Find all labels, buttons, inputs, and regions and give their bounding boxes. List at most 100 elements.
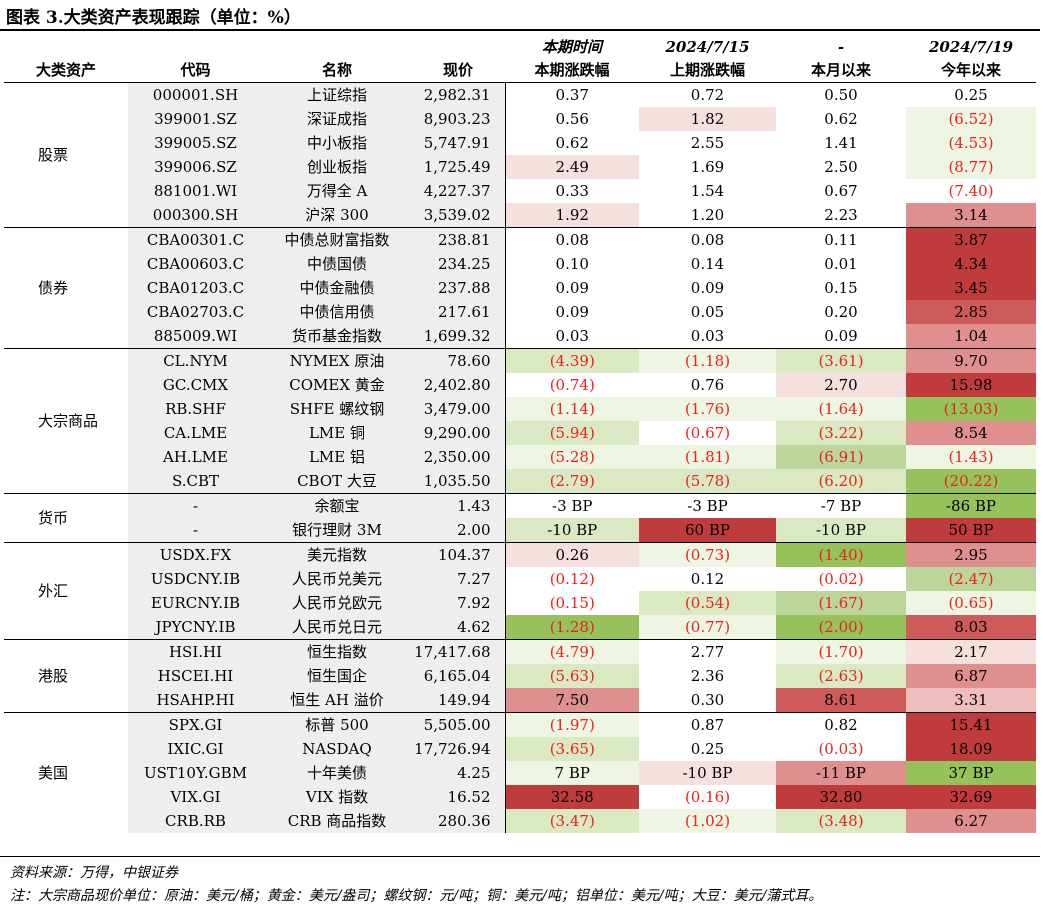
ticker-code: AH.LME — [128, 445, 263, 469]
bottom-rule — [0, 856, 1040, 857]
previous-change: (5.78) — [639, 469, 776, 494]
table-row: AH.LME LME 铝 2,350.00 (5.28) (1.81) (6.91) (1.… — [4, 445, 1036, 469]
header-previous-date: 2024/7/15 — [665, 38, 750, 56]
current-change: 0.08 — [505, 227, 639, 252]
table-row: 大宗商品 CL.NYM NYMEX 原油 78.60 (4.39) (1.18) (3.61… — [4, 348, 1036, 494]
header-month-dash: - — [837, 38, 845, 56]
ticker-code: SPX.GI — [128, 712, 263, 737]
asset-name: 人民币兑美元 — [263, 567, 411, 591]
table-row: RB.SHF SHFE 螺纹钢 3,479.00 (1.14) (1.76) (1.64)… — [4, 397, 1036, 421]
asset-name: COMEX 黄金 — [263, 373, 411, 397]
header-year-to-date: 今年以来 — [906, 59, 1036, 83]
table-row: HSAHP.HI 恒生 AH 溢价 149.94 7.50 0.30 8.61 3.31 — [4, 688, 1036, 713]
header-top-cell — [128, 36, 263, 59]
table-row: GC.CMX COMEX 黄金 2,402.80 (0.74) 0.76 2.70 15.9… — [4, 373, 1036, 397]
month-to-date: 2.70 — [776, 373, 906, 397]
ticker-code: 399005.SZ — [128, 131, 263, 155]
month-to-date: 0.20 — [776, 300, 906, 324]
asset-name: 标普 500 — [263, 712, 411, 737]
asset-name: 货币基金指数 — [263, 324, 411, 349]
ticker-code: 399001.SZ — [128, 107, 263, 131]
month-to-date: 32.80 — [776, 785, 906, 809]
current-change: (5.28) — [505, 445, 639, 469]
table-row: 399006.SZ 创业板指 1,725.49 2.49 1.69 2.50 (8.77) — [4, 155, 1036, 179]
current-change: 0.37 — [505, 82, 639, 107]
ticker-code: CA.LME — [128, 421, 263, 445]
asset-name: 银行理财 3M — [263, 518, 411, 543]
table-row: 美国 SPX.GI 标普 500 5,505.00 (1.97) 0.87 0.82 15.4… — [4, 712, 1036, 833]
year-to-date: (7.40) — [906, 179, 1036, 203]
header-row-top: 本期时间 2024/7/15 - 2024/7/19 — [4, 36, 1036, 59]
month-to-date: (6.20) — [776, 469, 906, 494]
previous-change: (0.16) — [639, 785, 776, 809]
month-to-date: 8.61 — [776, 688, 906, 713]
asset-name: 上证综指 — [263, 82, 411, 107]
asset-name: 人民币兑日元 — [263, 615, 411, 640]
ticker-code: USDX.FX — [128, 542, 263, 567]
month-to-date: 0.15 — [776, 276, 906, 300]
current-price: 8,903.23 — [411, 107, 506, 131]
asset-name: LME 铜 — [263, 421, 411, 445]
asset-class-label: 货币 — [4, 493, 128, 543]
previous-change: 2.77 — [639, 639, 776, 664]
year-to-date: 9.70 — [906, 348, 1036, 373]
previous-change: 0.03 — [639, 324, 776, 349]
asset-name: 恒生国企 — [263, 664, 411, 688]
previous-change: 0.25 — [639, 737, 776, 761]
current-price: 6,165.04 — [411, 664, 506, 688]
year-to-date: (13.03) — [906, 397, 1036, 421]
current-price: 17,726.94 — [411, 737, 506, 761]
previous-change: 0.08 — [639, 227, 776, 252]
ticker-code: 399006.SZ — [128, 155, 263, 179]
ticker-code: 000300.SH — [128, 203, 263, 228]
ticker-code: JPYCNY.IB — [128, 615, 263, 640]
header-code: 代码 — [128, 59, 263, 83]
year-to-date: (4.53) — [906, 131, 1036, 155]
ticker-code: IXIC.GI — [128, 737, 263, 761]
asset-name: 十年美债 — [263, 761, 411, 785]
current-change: -10 BP — [505, 518, 639, 543]
previous-change: (0.77) — [639, 615, 776, 640]
table-row: JPYCNY.IB 人民币兑日元 4.62 (1.28) (0.77) (2.00) 8.0… — [4, 615, 1036, 640]
current-change: 2.49 — [505, 155, 639, 179]
ticker-code: CL.NYM — [128, 348, 263, 373]
asset-name: 恒生指数 — [263, 639, 411, 664]
source-note: 资料来源：万得，中银证券 — [10, 865, 178, 881]
year-to-date: 2.85 — [906, 300, 1036, 324]
year-to-date: 50 BP — [906, 518, 1036, 543]
year-to-date: 2.95 — [906, 542, 1036, 567]
previous-change: 0.09 — [639, 276, 776, 300]
asset-name: 中债国债 — [263, 252, 411, 276]
table-row: CBA01203.C 中债金融债 237.88 0.09 0.09 0.15 3.45 — [4, 276, 1036, 300]
year-to-date: 8.54 — [906, 421, 1036, 445]
table-row: CBA02703.C 中债信用债 217.61 0.09 0.05 0.20 2.85 — [4, 300, 1036, 324]
ticker-code: HSAHP.HI — [128, 688, 263, 713]
table-row: - 银行理财 3M 2.00 -10 BP 60 BP -10 BP 50 BP — [4, 518, 1036, 543]
asset-name: CRB 商品指数 — [263, 809, 411, 833]
month-to-date: (1.40) — [776, 542, 906, 567]
previous-change: -3 BP — [639, 493, 776, 518]
asset-class-label: 大宗商品 — [4, 348, 128, 494]
year-to-date: 18.09 — [906, 737, 1036, 761]
current-change: 7 BP — [505, 761, 639, 785]
asset-name: 中债信用债 — [263, 300, 411, 324]
header-month-to-date: 本月以来 — [776, 59, 906, 83]
current-price: 7.27 — [411, 567, 506, 591]
previous-change: (0.73) — [639, 542, 776, 567]
asset-name: CBOT 大豆 — [263, 469, 411, 494]
month-to-date: (0.03) — [776, 737, 906, 761]
current-change: (0.15) — [505, 591, 639, 615]
previous-change: 0.12 — [639, 567, 776, 591]
current-change: (1.28) — [505, 615, 639, 640]
current-price: 78.60 — [411, 348, 506, 373]
previous-change: (1.76) — [639, 397, 776, 421]
ticker-code: - — [128, 518, 263, 543]
year-to-date: 37 BP — [906, 761, 1036, 785]
current-price: 280.36 — [411, 809, 506, 833]
year-to-date: (2.47) — [906, 567, 1036, 591]
ticker-code: GC.CMX — [128, 373, 263, 397]
current-change: 0.09 — [505, 300, 639, 324]
previous-change: 1.54 — [639, 179, 776, 203]
month-to-date: (1.64) — [776, 397, 906, 421]
previous-change: (0.67) — [639, 421, 776, 445]
